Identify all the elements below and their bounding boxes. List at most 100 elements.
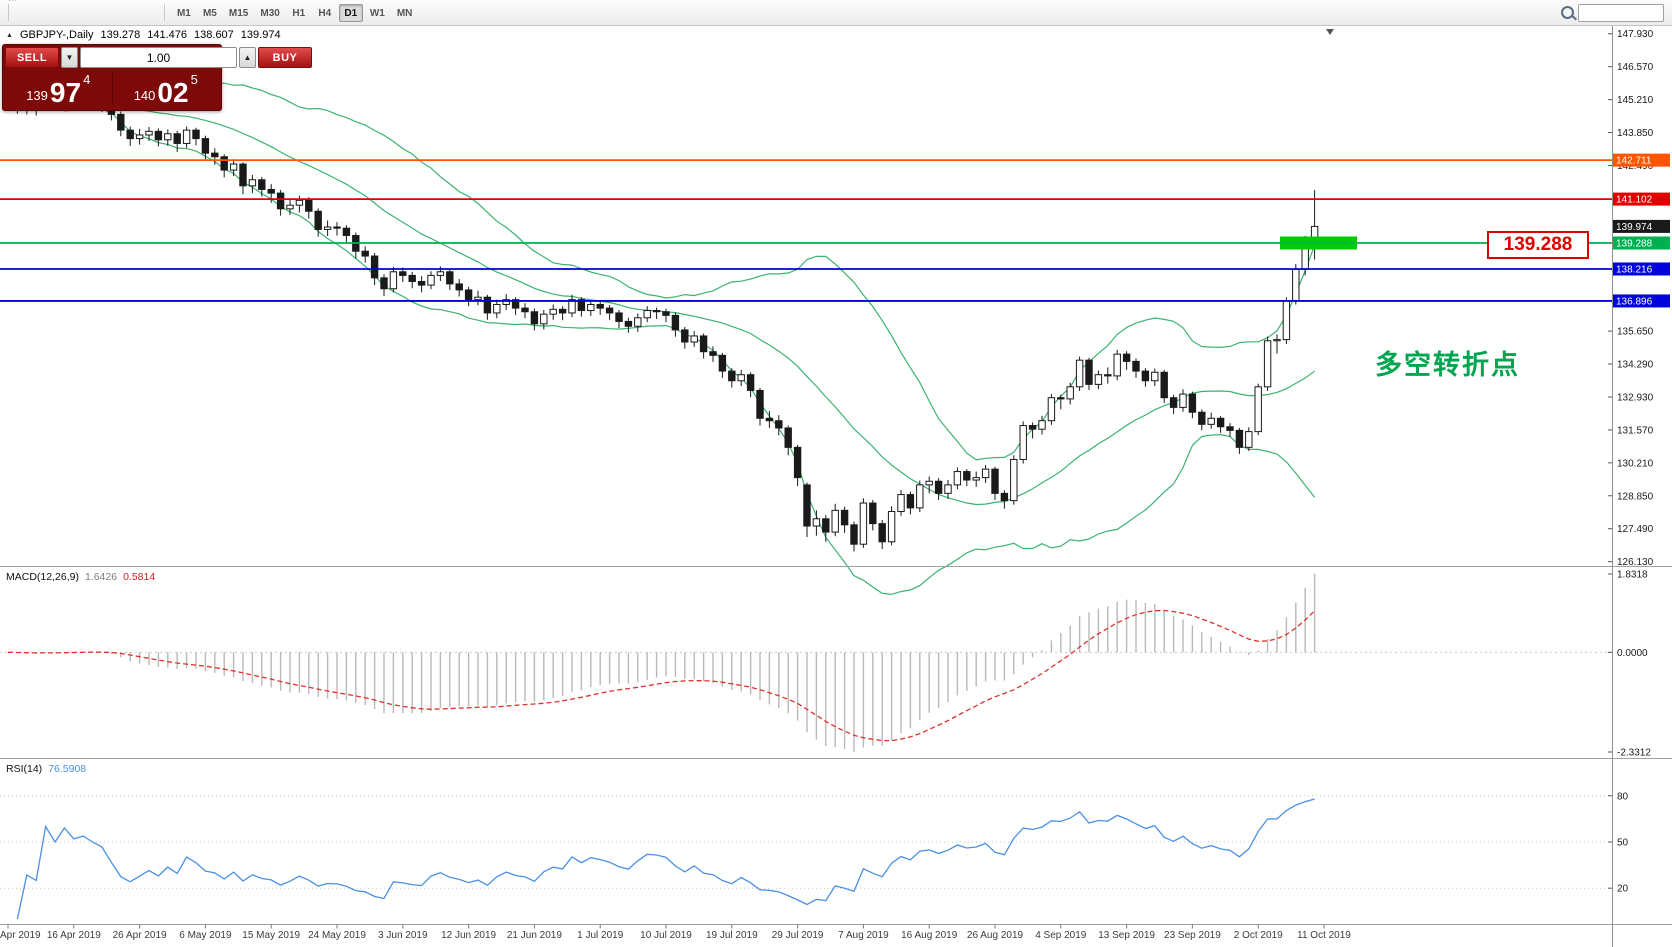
macd-main-value: 1.6426	[84, 571, 118, 583]
sell-button[interactable]: SELL	[5, 47, 59, 68]
date-label: 23 Sep 2019	[1164, 930, 1221, 941]
date-label: 26 Aug 2019	[967, 930, 1024, 941]
price-axis-label: 126.130	[1617, 557, 1654, 568]
bid-price[interactable]: 139 97 4	[5, 70, 112, 108]
date-label: 7 Aug 2019	[838, 930, 889, 941]
lot-decrease-button[interactable]: ▼	[61, 47, 78, 68]
price-axis-label: 146.570	[1617, 62, 1654, 73]
date-label: 24 May 2019	[308, 930, 366, 941]
date-label: 21 Jun 2019	[507, 930, 562, 941]
symbol-name: GBPJPY-,Daily	[19, 29, 94, 41]
svg-text:139.974: 139.974	[1616, 222, 1653, 233]
timeframe-m5[interactable]: M5	[198, 4, 222, 22]
price-axis-label: 127.490	[1617, 524, 1654, 535]
timeframe-m15[interactable]: M15	[224, 4, 253, 22]
chart-canvas[interactable]: 147.930146.570145.210143.850142.490135.6…	[0, 26, 1672, 947]
price-axis-label: 134.290	[1617, 360, 1654, 371]
rsi-level-label: 20	[1617, 884, 1629, 895]
panel-toggle-icon[interactable]: ▲	[6, 31, 13, 39]
lot-size-input[interactable]	[80, 47, 237, 68]
open-value: 139.278	[100, 29, 141, 41]
symbol-search-input[interactable]	[1578, 3, 1664, 22]
bid-prefix: 139	[26, 88, 48, 103]
horizontal-lines[interactable]	[0, 159, 1612, 302]
bid-sup: 4	[83, 72, 91, 87]
timeframe-w1[interactable]: W1	[365, 4, 390, 22]
macd-axis-label: 0.0000	[1617, 648, 1648, 659]
toolbar-separator	[8, 4, 9, 21]
toolbar: ⊞新订单◆▥▤▶自动交易|||▮∿⊕⊖▦ƒ▾◷▾▨▾↖⌖│─╱▱Ƒ◻▾A↗▾ M…	[0, 0, 1672, 148]
candlestick-type-button[interactable]: ▮	[22, 0, 37, 4]
price-tag-136.896: 136.896	[1613, 294, 1670, 308]
timeframe-d1[interactable]: D1	[338, 4, 363, 23]
price-axis-label: 147.930	[1617, 29, 1654, 40]
svg-text:139.288: 139.288	[1616, 239, 1653, 250]
price-callout-label[interactable]: 139.288	[1487, 231, 1589, 259]
bid-big: 97	[49, 77, 82, 109]
svg-text:142.711: 142.711	[1616, 156, 1652, 167]
macd-signal-line	[7, 609, 1316, 742]
price-axis-label: 128.850	[1617, 491, 1654, 502]
low-value: 138.607	[194, 29, 234, 41]
date-label: 29 Jul 2019	[772, 930, 824, 941]
chart-window: 147.930146.570145.210143.850142.490135.6…	[0, 26, 1672, 947]
price-axis-label: 145.210	[1617, 95, 1654, 106]
date-label: 6 May 2019	[179, 930, 232, 941]
date-label: 2 Oct 2019	[1234, 930, 1283, 941]
price-axis-label: 143.850	[1617, 128, 1654, 139]
macd-axis[interactable]: 1.8318 0.0000 -2.3312	[1608, 570, 1651, 759]
toolbar-right	[1561, 3, 1664, 22]
chart-ohlc-header: ▲ GBPJPY-,Daily 139.278 141.476 138.607 …	[6, 29, 281, 41]
ask-prefix: 140	[133, 88, 156, 103]
price-tag-139.288: 139.288	[1613, 236, 1670, 250]
price-tag-138.216: 138.216	[1613, 262, 1670, 276]
lot-increase-button[interactable]: ▲	[239, 47, 256, 68]
svg-text:138.216: 138.216	[1616, 264, 1653, 275]
macd-axis-label: -2.3312	[1617, 748, 1651, 759]
timeframe-h4[interactable]: H4	[313, 4, 337, 22]
date-axis[interactable]: Apr 2019 16 Apr 2019 26 Apr 2019 6 May 2019…	[0, 924, 1351, 942]
date-label: 16 Apr 2019	[47, 930, 101, 941]
line-chart-type-button[interactable]: ∿	[38, 0, 56, 4]
date-label: Apr 2019	[0, 930, 41, 941]
rsi-level-label: 80	[1617, 791, 1629, 802]
ask-sup: 5	[190, 72, 198, 87]
timeframe-mn[interactable]: MN	[392, 4, 418, 22]
date-label: 11 Oct 2019	[1297, 930, 1351, 941]
svg-text:136.896: 136.896	[1616, 296, 1653, 307]
one-click-trading-panel: SELL ▼ ▲ BUY 139 97 4 140 02 5	[2, 44, 312, 111]
buy-button[interactable]: BUY	[258, 47, 312, 68]
timeframe-m1[interactable]: M1	[172, 4, 196, 22]
toolbar-separator	[163, 4, 165, 21]
date-label: 10 Jul 2019	[640, 930, 692, 941]
ask-price[interactable]: 140 02 5	[113, 70, 220, 108]
date-label: 4 Sep 2019	[1035, 930, 1087, 941]
timeframe-m30[interactable]: M30	[255, 4, 284, 22]
date-label: 13 Sep 2019	[1098, 930, 1155, 941]
rsi-line	[16, 798, 1315, 920]
rsi-level-label: 50	[1617, 838, 1629, 849]
svg-text:141.102: 141.102	[1616, 195, 1653, 206]
chart-annotation[interactable]: 多空转折点	[1375, 350, 1520, 380]
date-label: 16 Aug 2019	[901, 930, 958, 941]
rsi-name: RSI(14)	[6, 763, 43, 775]
toolbar-group-chart-types: |||▮∿	[4, 0, 158, 4]
search-icon[interactable]	[1561, 6, 1574, 19]
rsi-value: 76.5908	[48, 763, 87, 775]
high-value: 141.476	[147, 29, 188, 41]
price-divider	[111, 72, 113, 106]
bar-chart-type-button[interactable]: |||	[4, 0, 21, 4]
bollinger-bands	[64, 82, 1316, 595]
close-value: 139.974	[240, 29, 281, 41]
timeframe-bar: M1 M5 M15 M30 H1 H4 D1 W1 MN	[171, 3, 418, 23]
chart-shift-marker[interactable]	[1326, 29, 1334, 35]
rsi-levels: 80 50 20	[0, 791, 1629, 895]
ask-big: 02	[157, 77, 189, 109]
timeframe-h1[interactable]: H1	[287, 4, 311, 22]
price-axis-label: 132.930	[1617, 392, 1654, 403]
date-label: 26 Apr 2019	[113, 930, 167, 941]
macd-signal-value: 0.5814	[123, 571, 156, 583]
price-axis-label: 135.650	[1617, 327, 1654, 338]
date-label: 19 Jul 2019	[706, 930, 758, 941]
price-axis-label: 131.570	[1617, 425, 1654, 436]
